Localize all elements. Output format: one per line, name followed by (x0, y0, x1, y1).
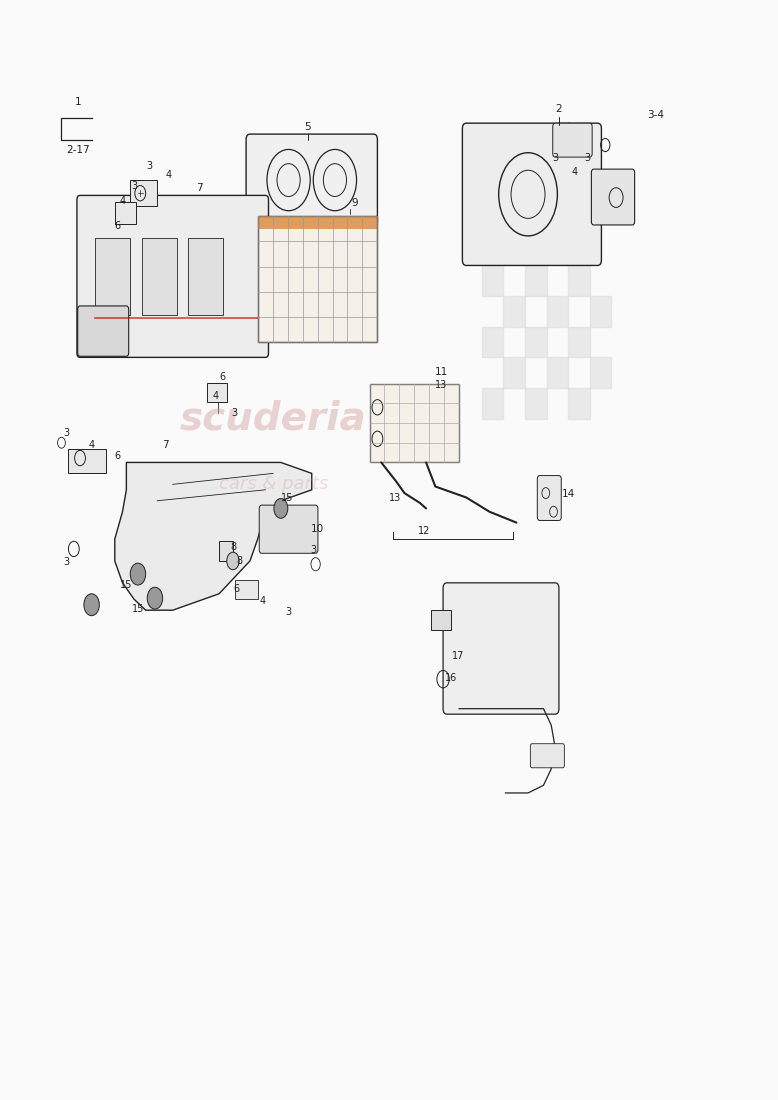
Text: 3: 3 (131, 180, 137, 190)
Text: 6: 6 (233, 584, 239, 594)
Bar (568, 265, 590, 296)
Bar (590, 296, 612, 327)
Text: 13: 13 (436, 379, 447, 390)
Text: 8: 8 (230, 542, 236, 552)
Text: 7: 7 (162, 440, 168, 450)
Circle shape (274, 498, 288, 518)
Bar (258, 217, 377, 342)
Text: 3: 3 (584, 154, 591, 164)
Bar (142, 238, 177, 315)
Bar (525, 265, 547, 296)
FancyBboxPatch shape (552, 123, 592, 157)
Text: 6: 6 (114, 451, 120, 461)
Text: 3: 3 (552, 154, 558, 164)
Text: 16: 16 (445, 673, 457, 683)
FancyBboxPatch shape (531, 744, 564, 768)
Text: 15: 15 (120, 581, 132, 591)
Text: 3: 3 (310, 546, 317, 556)
Bar (482, 327, 503, 358)
Bar (590, 358, 612, 388)
Bar (258, 217, 377, 229)
Text: 3: 3 (63, 558, 69, 568)
Text: 4: 4 (166, 169, 172, 180)
Circle shape (130, 563, 145, 585)
FancyBboxPatch shape (443, 583, 559, 714)
Text: 6: 6 (220, 373, 226, 383)
FancyBboxPatch shape (538, 475, 561, 520)
FancyBboxPatch shape (462, 123, 601, 265)
Text: 5: 5 (304, 122, 311, 132)
Bar (370, 384, 458, 462)
FancyBboxPatch shape (246, 134, 377, 227)
Text: 4: 4 (89, 440, 95, 450)
Polygon shape (115, 462, 312, 610)
Text: 3: 3 (286, 606, 292, 617)
Bar (130, 180, 157, 207)
Text: 3: 3 (231, 408, 237, 418)
Text: cars & parts: cars & parts (219, 475, 328, 493)
Bar (568, 327, 590, 358)
Text: 15: 15 (281, 493, 293, 503)
Bar (208, 383, 226, 403)
Bar (219, 541, 233, 561)
Circle shape (226, 552, 239, 570)
Bar (115, 202, 136, 224)
FancyBboxPatch shape (591, 169, 635, 226)
Bar (482, 388, 503, 419)
FancyBboxPatch shape (78, 306, 128, 356)
Text: 4: 4 (212, 390, 219, 402)
Bar (547, 358, 568, 388)
Bar (68, 449, 106, 473)
Bar (525, 327, 547, 358)
Bar (234, 580, 258, 600)
Circle shape (147, 587, 163, 609)
Bar (525, 388, 547, 419)
Text: 3: 3 (146, 161, 152, 172)
FancyBboxPatch shape (259, 505, 318, 553)
Text: 17: 17 (452, 651, 464, 661)
Text: 9: 9 (351, 198, 358, 208)
Text: 6: 6 (114, 221, 120, 231)
Bar (547, 296, 568, 327)
Bar (503, 296, 525, 327)
Text: 3-4: 3-4 (647, 110, 664, 120)
Text: 8: 8 (237, 557, 243, 566)
Text: 14: 14 (562, 490, 575, 499)
Text: 10: 10 (310, 525, 324, 535)
Bar (503, 358, 525, 388)
Text: 4: 4 (260, 595, 266, 606)
Bar (188, 238, 223, 315)
Text: scuderia: scuderia (180, 399, 366, 438)
Text: 2: 2 (555, 104, 562, 114)
Text: 7: 7 (196, 183, 203, 192)
Text: 3: 3 (63, 428, 69, 438)
Text: 4: 4 (120, 196, 125, 206)
Text: 13: 13 (389, 493, 401, 503)
Circle shape (84, 594, 100, 616)
Text: 12: 12 (418, 526, 430, 536)
Bar (96, 238, 130, 315)
Bar (482, 265, 503, 296)
Text: 11: 11 (435, 367, 448, 377)
Text: 15: 15 (131, 604, 144, 615)
Text: 2-17: 2-17 (67, 145, 90, 155)
Bar (568, 388, 590, 419)
Bar (432, 610, 450, 630)
Text: 4: 4 (571, 166, 577, 177)
Text: 1: 1 (75, 97, 82, 107)
FancyBboxPatch shape (77, 196, 268, 358)
